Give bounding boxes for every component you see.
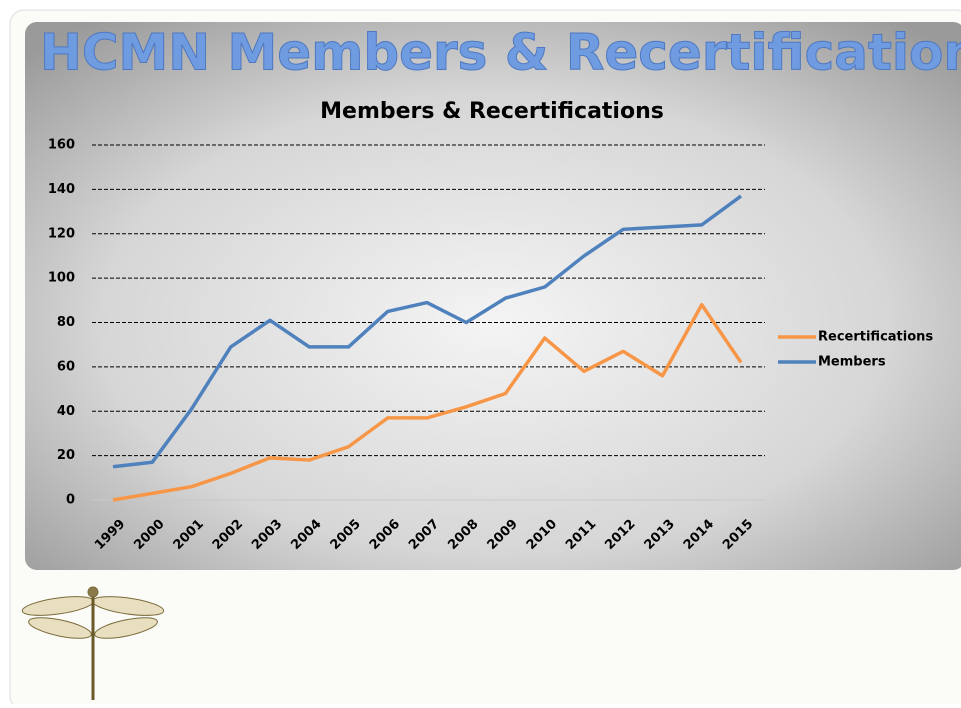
y-tick-label: 160 <box>48 138 75 153</box>
page: HCMN Members & Recertification Members &… <box>0 0 961 704</box>
legend-label: Members <box>818 355 886 370</box>
y-tick-label: 80 <box>57 315 75 330</box>
y-tick-label: 60 <box>57 359 75 374</box>
slide: HCMN Members & Recertification Members &… <box>0 0 961 704</box>
y-tick-label: 120 <box>48 226 75 241</box>
y-tick-label: 0 <box>66 493 75 508</box>
legend-label: Recertifications <box>818 330 933 345</box>
y-tick-label: 20 <box>57 448 75 463</box>
y-tick-label: 100 <box>48 271 75 286</box>
slide-title: HCMN Members & Recertification <box>40 24 961 82</box>
y-tick-label: 140 <box>48 182 75 197</box>
y-tick-label: 40 <box>57 404 75 419</box>
chart-title: Members & Recertifications <box>320 99 664 124</box>
